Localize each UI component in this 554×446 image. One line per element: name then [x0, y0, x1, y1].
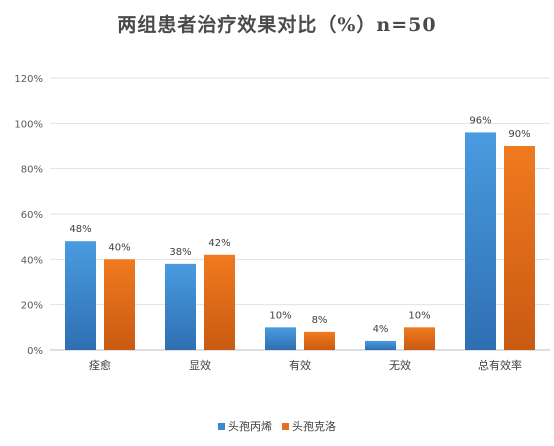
x-category-label: 无效: [389, 358, 411, 372]
bar-series2[interactable]: [204, 254, 235, 350]
data-label: 96%: [469, 115, 491, 126]
y-tick-label: 120%: [14, 74, 43, 85]
bar-series2[interactable]: [304, 331, 335, 350]
data-label: 90%: [508, 129, 530, 140]
x-category-label: 痊愈: [89, 358, 111, 372]
x-category-label: 总有效率: [478, 358, 522, 372]
data-label: 40%: [108, 242, 130, 253]
data-label: 42%: [208, 238, 230, 249]
y-tick-label: 0%: [27, 346, 43, 357]
data-label: 8%: [312, 315, 328, 326]
x-category-label: 显效: [189, 358, 211, 372]
legend-item[interactable]: 头孢克洛: [282, 418, 336, 434]
data-label: 10%: [408, 310, 430, 321]
bar-series1[interactable]: [265, 327, 296, 350]
y-tick-label: 40%: [21, 255, 43, 266]
data-label: 48%: [69, 224, 91, 235]
y-tick-label: 100%: [14, 119, 43, 130]
legend-item[interactable]: 头孢丙烯: [218, 418, 272, 434]
bar-series2[interactable]: [104, 259, 135, 350]
data-label: 38%: [169, 247, 191, 258]
legend-swatch: [282, 422, 289, 430]
bar-series2[interactable]: [404, 327, 435, 350]
chart-title: 两组患者治疗效果对比（%）n=50: [117, 14, 437, 36]
y-tick-label: 20%: [21, 301, 43, 312]
bar-series1[interactable]: [365, 340, 396, 350]
x-category-label: 有效: [289, 358, 311, 372]
bar-series2[interactable]: [504, 146, 535, 350]
bar-series1[interactable]: [165, 263, 196, 350]
y-tick-label: 80%: [21, 165, 43, 176]
data-label: 10%: [269, 310, 291, 321]
data-label: 4%: [373, 324, 389, 335]
chart-legend: 头孢丙烯 头孢克洛: [0, 418, 554, 434]
legend-swatch: [218, 422, 225, 430]
legend-label: 头孢克洛: [292, 420, 336, 433]
y-tick-label: 60%: [21, 210, 43, 221]
legend-label: 头孢丙烯: [228, 420, 272, 433]
bar-series1[interactable]: [65, 241, 96, 350]
bar-series1[interactable]: [465, 132, 496, 350]
